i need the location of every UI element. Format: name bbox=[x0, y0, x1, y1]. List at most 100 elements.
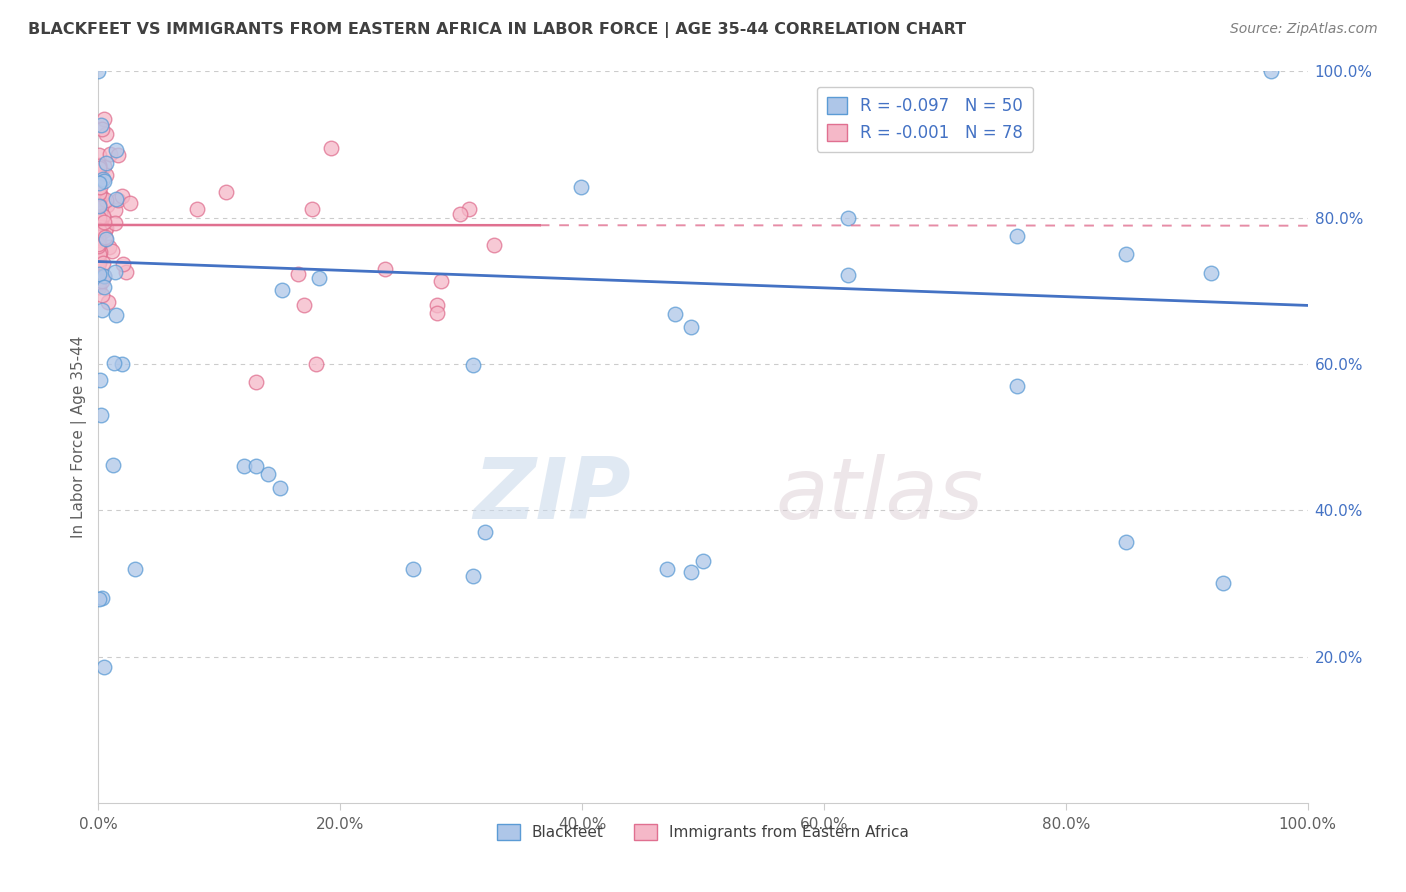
Point bbox=[89, 216, 111, 230]
Point bbox=[87, 236, 110, 251]
Point bbox=[94, 229, 117, 244]
Point bbox=[87, 64, 110, 78]
Point bbox=[90, 189, 112, 203]
Point bbox=[256, 467, 278, 481]
Point bbox=[89, 223, 111, 237]
Point bbox=[98, 147, 121, 161]
Point bbox=[87, 230, 110, 244]
Point bbox=[1260, 64, 1282, 78]
Text: atlas: atlas bbox=[776, 454, 984, 537]
Text: BLACKFEET VS IMMIGRANTS FROM EASTERN AFRICA IN LABOR FORCE | AGE 35-44 CORRELATI: BLACKFEET VS IMMIGRANTS FROM EASTERN AFR… bbox=[28, 22, 966, 38]
Point bbox=[319, 141, 342, 155]
Point bbox=[463, 359, 485, 373]
Point bbox=[679, 319, 702, 334]
Point bbox=[426, 298, 449, 312]
Point bbox=[474, 525, 496, 540]
Point bbox=[93, 112, 115, 126]
Point bbox=[837, 268, 859, 282]
Point bbox=[87, 239, 110, 253]
Point bbox=[97, 240, 120, 254]
Point bbox=[87, 280, 110, 294]
Point bbox=[308, 270, 330, 285]
Point bbox=[103, 458, 125, 472]
Point bbox=[87, 256, 110, 270]
Point bbox=[87, 158, 110, 172]
Point bbox=[655, 562, 678, 576]
Point bbox=[87, 194, 110, 209]
Point bbox=[87, 232, 110, 246]
Point bbox=[120, 196, 142, 211]
Point bbox=[374, 262, 396, 277]
Point bbox=[89, 373, 111, 387]
Legend: Blackfeet, Immigrants from Eastern Africa: Blackfeet, Immigrants from Eastern Afric… bbox=[491, 818, 915, 847]
Point bbox=[1007, 379, 1029, 393]
Y-axis label: In Labor Force | Age 35-44: In Labor Force | Age 35-44 bbox=[72, 336, 87, 538]
Point bbox=[93, 268, 115, 283]
Point bbox=[87, 171, 110, 186]
Point bbox=[93, 160, 115, 174]
Point bbox=[105, 309, 128, 323]
Point bbox=[1115, 534, 1137, 549]
Point bbox=[89, 200, 111, 214]
Point bbox=[292, 298, 315, 312]
Point bbox=[305, 357, 328, 371]
Point bbox=[89, 247, 111, 261]
Point bbox=[91, 591, 114, 605]
Point bbox=[90, 219, 112, 234]
Point bbox=[87, 159, 110, 173]
Point bbox=[93, 223, 115, 237]
Point bbox=[107, 193, 129, 207]
Point bbox=[93, 215, 115, 229]
Point bbox=[87, 275, 110, 289]
Point bbox=[91, 255, 114, 269]
Point bbox=[90, 288, 112, 302]
Point bbox=[115, 265, 138, 279]
Point bbox=[87, 277, 110, 292]
Point bbox=[104, 192, 127, 206]
Point bbox=[87, 237, 110, 252]
Point bbox=[89, 245, 111, 260]
Point bbox=[91, 274, 114, 288]
Point bbox=[89, 199, 111, 213]
Point bbox=[94, 155, 117, 169]
Point bbox=[569, 180, 592, 194]
Point bbox=[87, 239, 110, 253]
Point bbox=[89, 180, 111, 194]
Point bbox=[1212, 576, 1234, 591]
Point bbox=[104, 216, 127, 230]
Point bbox=[664, 307, 686, 321]
Point bbox=[1115, 247, 1137, 261]
Point bbox=[89, 243, 111, 257]
Point bbox=[111, 189, 134, 203]
Point bbox=[103, 357, 125, 371]
Point bbox=[107, 148, 129, 162]
Point bbox=[1199, 266, 1222, 280]
Point bbox=[87, 186, 110, 200]
Point bbox=[87, 217, 110, 231]
Text: Source: ZipAtlas.com: Source: ZipAtlas.com bbox=[1230, 22, 1378, 37]
Point bbox=[101, 244, 124, 258]
Point bbox=[87, 592, 110, 607]
Point bbox=[94, 221, 117, 235]
Point bbox=[94, 232, 117, 246]
Point bbox=[93, 280, 115, 294]
Point bbox=[692, 554, 714, 568]
Point bbox=[463, 569, 485, 583]
Point bbox=[87, 161, 110, 176]
Point bbox=[93, 268, 115, 283]
Point bbox=[482, 238, 505, 252]
Point bbox=[94, 127, 117, 141]
Point bbox=[87, 198, 110, 212]
Point bbox=[287, 268, 309, 282]
Point bbox=[837, 211, 859, 225]
Point bbox=[96, 198, 118, 212]
Point bbox=[104, 202, 127, 217]
Point bbox=[111, 358, 134, 372]
Point bbox=[87, 267, 110, 281]
Point bbox=[87, 187, 110, 202]
Point bbox=[89, 177, 111, 191]
Point bbox=[402, 562, 425, 576]
Point bbox=[679, 566, 702, 580]
Point bbox=[93, 173, 115, 187]
Point bbox=[87, 211, 110, 225]
